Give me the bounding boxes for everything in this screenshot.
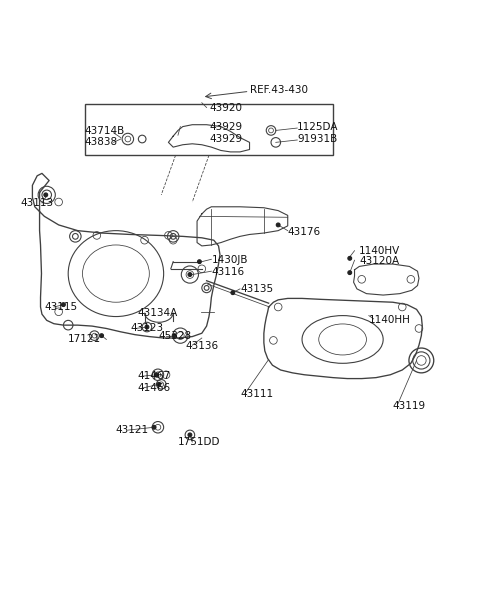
Text: 1751DD: 1751DD bbox=[178, 437, 220, 447]
Circle shape bbox=[231, 291, 235, 295]
Text: 43714B: 43714B bbox=[85, 126, 125, 136]
Text: 43929: 43929 bbox=[209, 122, 242, 131]
Circle shape bbox=[157, 383, 161, 386]
Text: 43115: 43115 bbox=[44, 302, 77, 312]
Text: 41466: 41466 bbox=[137, 383, 170, 393]
Text: 91931B: 91931B bbox=[297, 133, 337, 144]
Text: 43119: 43119 bbox=[393, 401, 426, 411]
Text: 43838: 43838 bbox=[85, 138, 118, 147]
Text: 17121: 17121 bbox=[68, 335, 101, 344]
Circle shape bbox=[198, 260, 201, 263]
Text: 45328: 45328 bbox=[159, 330, 192, 341]
Text: 1140HV: 1140HV bbox=[360, 246, 400, 255]
Circle shape bbox=[348, 257, 352, 260]
Text: 43135: 43135 bbox=[240, 284, 273, 294]
Text: 43929: 43929 bbox=[209, 133, 242, 144]
Bar bbox=[85, 104, 333, 155]
Circle shape bbox=[188, 433, 192, 437]
Circle shape bbox=[276, 223, 280, 227]
Text: 43116: 43116 bbox=[211, 267, 244, 277]
Circle shape bbox=[61, 303, 65, 306]
Text: 41467: 41467 bbox=[137, 371, 170, 381]
Circle shape bbox=[44, 193, 48, 196]
Circle shape bbox=[100, 334, 104, 338]
Text: 43111: 43111 bbox=[240, 389, 273, 399]
Circle shape bbox=[145, 325, 149, 329]
Text: 43123: 43123 bbox=[130, 324, 163, 333]
Text: 1430JB: 1430JB bbox=[211, 255, 248, 265]
Text: 43136: 43136 bbox=[185, 341, 218, 351]
Text: 43120A: 43120A bbox=[360, 255, 399, 266]
Circle shape bbox=[188, 273, 192, 276]
Text: 43176: 43176 bbox=[288, 227, 321, 236]
Circle shape bbox=[172, 334, 176, 338]
Circle shape bbox=[152, 426, 156, 429]
Text: 43113: 43113 bbox=[21, 198, 54, 208]
Text: 1140HH: 1140HH bbox=[369, 315, 411, 325]
Text: REF.43-430: REF.43-430 bbox=[250, 85, 308, 95]
Text: 43121: 43121 bbox=[116, 425, 149, 435]
Text: 43134A: 43134A bbox=[137, 308, 178, 317]
Circle shape bbox=[348, 271, 352, 274]
Circle shape bbox=[155, 373, 158, 376]
Text: 43920: 43920 bbox=[209, 103, 242, 112]
Text: 1125DA: 1125DA bbox=[297, 122, 339, 131]
